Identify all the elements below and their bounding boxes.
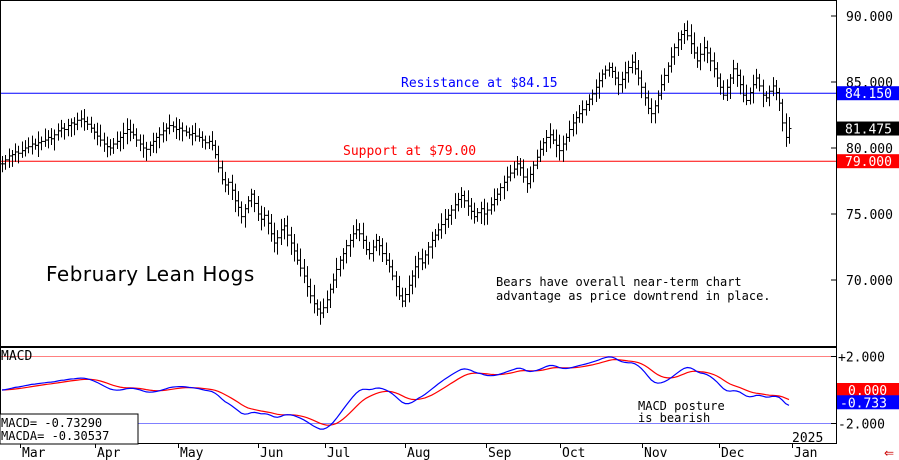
price-tick-label: 90.000: [846, 10, 893, 25]
macd-tick-label: -2.000: [838, 418, 885, 433]
month-label: Dec: [721, 446, 744, 460]
month-label: Mar: [22, 446, 46, 460]
nav-arrow-icon: ⇐: [884, 446, 894, 460]
month-label: Sep: [488, 446, 512, 460]
month-label: Aug: [407, 446, 430, 460]
macd-note-line: MACD posture: [638, 399, 725, 413]
annotation-line: advantage as price downtrend in place.: [496, 289, 771, 303]
month-label: Jul: [327, 446, 350, 460]
chart-labels: Resistance at $84.15 Support at $79.00 Feb…: [0, 76, 771, 445]
month-label: Apr: [97, 446, 121, 460]
price-tick-label: 80.000: [846, 142, 893, 157]
last-price-tag-box: [837, 121, 899, 136]
price-frame: [0, 0, 837, 347]
macd-tick-label: +2.000: [838, 351, 885, 366]
support-tag-box: [837, 154, 899, 169]
macd-pane: [0, 356, 836, 430]
support-label: Support at $79.00: [343, 144, 476, 159]
year-label: 2025: [792, 431, 823, 446]
last-price-tag-label: 81.475: [845, 123, 892, 138]
month-label: May: [180, 446, 204, 460]
price-pane: [0, 20, 836, 325]
macd-line: [1, 356, 790, 430]
resistance-tag-box: [837, 86, 899, 101]
month-label: Nov: [644, 446, 668, 460]
price-tick-label: 70.000: [846, 274, 893, 289]
macd-readout-box: [0, 413, 139, 445]
macd-zero-tag: 0.000: [848, 384, 887, 399]
macd-value-tag: -0.733: [840, 396, 887, 411]
resistance-tag-label: 84.150: [845, 87, 892, 102]
macd-note-line: is bearish: [638, 411, 710, 425]
chart-title: February Lean Hogs: [46, 262, 255, 286]
support-tag-label: 79.000: [845, 155, 892, 170]
annotation-line: Bears have overall near-term chart: [496, 275, 742, 289]
macd-value-tag-box: [837, 395, 899, 410]
macd-readout-line: MACDA= -0.30537: [1, 429, 109, 443]
macdA-tag-box: [837, 383, 899, 397]
month-label: Oct: [562, 446, 585, 460]
month-label: Jan: [794, 446, 817, 460]
macd-label: MACD: [1, 349, 32, 364]
resistance-label: Resistance at $84.15: [401, 76, 558, 91]
macd-readout-line: MACD= -0.73290: [1, 416, 102, 430]
price-tick-label: 75.000: [846, 208, 893, 223]
month-label: Jun: [260, 446, 283, 460]
